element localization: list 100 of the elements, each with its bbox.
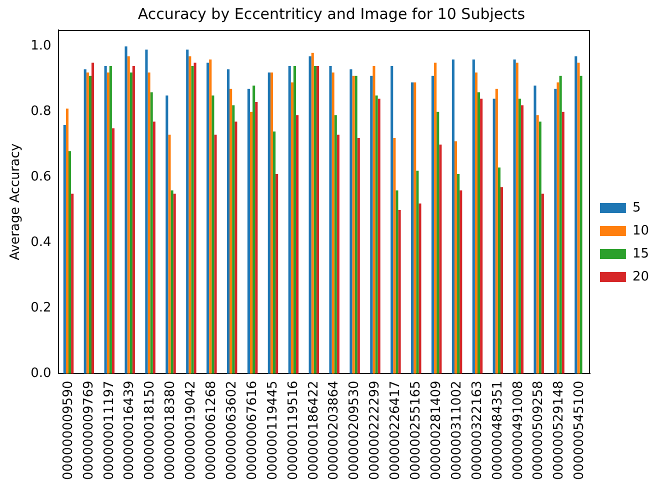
- x-tick-label: 000000063602: [224, 380, 240, 480]
- bar: [390, 66, 394, 374]
- bar: [84, 69, 86, 374]
- bar: [212, 95, 214, 374]
- bar: [124, 46, 128, 374]
- bar: [293, 66, 296, 374]
- bar: [104, 66, 107, 374]
- y-tick-label: 0.8: [30, 104, 52, 120]
- bar: [411, 82, 414, 374]
- bar: [516, 62, 518, 374]
- chart-title: Accuracy by Eccentriticy and Image for 10 Subjects: [138, 4, 526, 23]
- bar: [276, 174, 278, 374]
- bar: [194, 62, 196, 374]
- x-tick-label: 000000509258: [531, 380, 546, 480]
- y-axis-title: Average Accuracy: [8, 143, 24, 260]
- bar: [460, 190, 462, 374]
- bar: [186, 50, 189, 374]
- bar: [226, 69, 230, 374]
- bar: [232, 105, 235, 374]
- bar: [127, 56, 130, 374]
- bar: [457, 174, 460, 374]
- bar: [166, 95, 168, 374]
- bar: [268, 72, 270, 374]
- x-tick-label: 000000209530: [347, 380, 362, 480]
- bar: [434, 62, 437, 374]
- x-tick-label: 000000322163: [470, 380, 485, 480]
- bar: [431, 76, 434, 374]
- bar: [173, 194, 176, 374]
- legend-label: 10: [632, 223, 650, 238]
- bar: [329, 66, 332, 374]
- x-tick-label: 000000186422: [306, 380, 322, 480]
- bar: [350, 69, 352, 374]
- x-tick-label: 000000222299: [368, 380, 383, 480]
- y-tick-label: 0.2: [30, 300, 52, 316]
- x-tick-label: 000000009590: [60, 380, 76, 480]
- bar: [357, 138, 360, 374]
- bar: [130, 72, 132, 374]
- x-tick-label: 000000484351: [490, 380, 506, 480]
- bar: [536, 115, 539, 374]
- bar: [393, 138, 396, 374]
- x-tick-label: 000000011197: [102, 380, 117, 480]
- bar: [332, 72, 334, 374]
- bar: [150, 92, 153, 374]
- bar: [518, 98, 521, 374]
- bar: [477, 92, 480, 374]
- bar: [396, 190, 398, 374]
- bar: [290, 82, 294, 374]
- bar: [296, 115, 299, 374]
- bar: [132, 66, 135, 374]
- x-tick-label: 000000281409: [428, 380, 444, 480]
- bar: [92, 62, 94, 374]
- x-tick-label: 000000009769: [81, 380, 96, 480]
- x-tick-label: 000000016439: [122, 380, 138, 480]
- legend-label: 15: [632, 246, 650, 262]
- bar: [88, 76, 92, 374]
- bar: [513, 59, 516, 374]
- x-tick-label: 000000067616: [244, 380, 260, 480]
- bar: [334, 115, 337, 374]
- y-tick-label: 0.6: [30, 170, 52, 185]
- bar: [370, 76, 373, 374]
- x-tick-label: 000000545100: [572, 380, 588, 480]
- bar: [372, 66, 376, 374]
- bar: [311, 52, 314, 374]
- bar: [250, 112, 253, 374]
- bar: [148, 72, 150, 374]
- bar: [520, 105, 524, 374]
- bar: [554, 88, 557, 374]
- bar: [106, 72, 110, 374]
- x-tick-label: 000000061268: [204, 380, 220, 480]
- y-tick-label: 1.0: [30, 38, 52, 54]
- x-tick-label: 000000226417: [388, 380, 404, 480]
- bar: [580, 76, 582, 374]
- bar: [152, 122, 156, 374]
- bar: [538, 122, 542, 374]
- bar: [252, 86, 256, 374]
- bar: [472, 59, 475, 374]
- bar: [436, 112, 440, 374]
- bar: [270, 72, 273, 374]
- y-tick-label: 0.0: [30, 366, 52, 382]
- bar: [352, 76, 355, 374]
- bar: [209, 59, 212, 374]
- bar: [170, 190, 174, 374]
- bar: [398, 210, 401, 374]
- x-tick-label: 000000491008: [510, 380, 526, 480]
- bar: [66, 108, 68, 374]
- bar: [375, 95, 378, 374]
- bar: [145, 50, 148, 374]
- x-tick-label: 000000311002: [449, 380, 464, 480]
- bar: [474, 72, 478, 374]
- bar: [498, 168, 500, 374]
- y-tick-label: 0.4: [30, 235, 52, 250]
- bar: [234, 122, 238, 374]
- bar: [577, 62, 580, 374]
- bar: [314, 66, 316, 374]
- x-tick-label: 000000019042: [184, 380, 199, 480]
- x-tick-label: 000000203864: [326, 380, 342, 480]
- bar: [316, 66, 320, 374]
- x-tick-label: 000000529148: [552, 380, 567, 480]
- bar: [68, 151, 72, 374]
- bar: [492, 98, 496, 374]
